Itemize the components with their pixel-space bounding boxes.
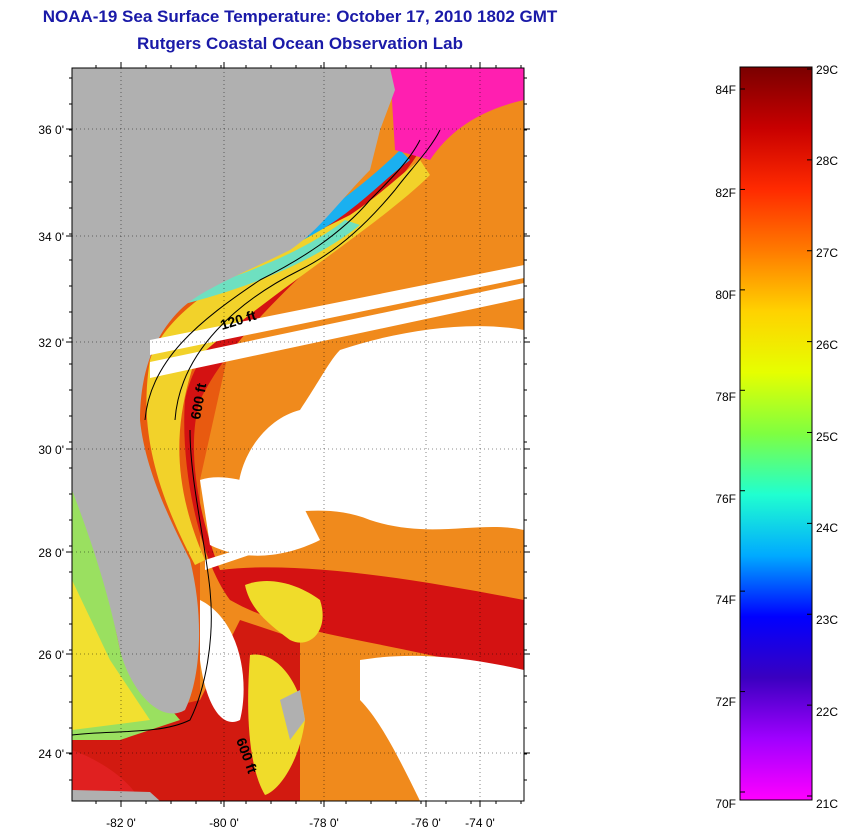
lat-tick-label: 24 0' [38, 747, 64, 761]
fahrenheit-label: 70F [715, 797, 736, 811]
cold-water-north [390, 68, 524, 160]
celsius-label: 22C [816, 705, 838, 719]
sst-map: 120 ft 600 ft 600 ft 36 0' 34 0' 32 0' 3… [38, 62, 530, 830]
lat-tick-label: 32 0' [38, 336, 64, 350]
map-title: NOAA-19 Sea Surface Temperature: October… [42, 7, 558, 26]
isobath-contour [174, 129, 441, 421]
cloud-cover [72, 750, 140, 801]
lon-tick-label: -76 0' [411, 816, 441, 830]
isobath-contour [144, 139, 421, 421]
lat-tick-label: 34 0' [38, 230, 64, 244]
fahrenheit-label: 80F [715, 288, 736, 302]
latitude-labels: 36 0' 34 0' 32 0' 30 0' 28 0' 26 0' 24 0… [38, 123, 64, 761]
isobath-label: 600 ft [187, 381, 209, 420]
celsius-label: 24C [816, 521, 838, 535]
fahrenheit-label: 82F [715, 186, 736, 200]
land-mass-cuba [72, 790, 160, 801]
celsius-label: 21C [816, 797, 838, 811]
swath-gap [150, 265, 524, 355]
cloud-cover [360, 655, 524, 801]
lat-tick-label: 36 0' [38, 123, 64, 137]
lat-tick-label: 28 0' [38, 546, 64, 560]
fahrenheit-label: 84F [715, 83, 736, 97]
fahrenheit-label: 76F [715, 492, 736, 506]
florida-straits-water [72, 620, 300, 801]
swath-gap [205, 530, 300, 570]
temperature-colorbar: 84F 82F 80F 78F 76F 74F 72F 70F 29C 28C … [715, 63, 838, 811]
fahrenheit-label: 78F [715, 390, 736, 404]
fahrenheit-label: 72F [715, 695, 736, 709]
gulf-coastal-yellow [72, 580, 150, 730]
map-subtitle: Rutgers Coastal Ocean Observation Lab [137, 34, 463, 53]
colorbar-ticks [740, 68, 812, 797]
celsius-label: 27C [816, 246, 838, 260]
lat-tick-label: 30 0' [38, 443, 64, 457]
lon-tick-label: -74 0' [465, 816, 495, 830]
celsius-label: 23C [816, 613, 838, 627]
isobath-contour [72, 429, 212, 736]
map-frame [71, 67, 525, 802]
lat-tick-label: 26 0' [38, 648, 64, 662]
lon-tick-label: -80 0' [209, 816, 239, 830]
lon-tick-label: -82 0' [106, 816, 136, 830]
bahamas-banks [248, 654, 305, 795]
coastal-teal-band [175, 220, 360, 305]
longitude-labels: -82 0' -80 0' -78 0' -76 0' -74 0' [106, 816, 495, 830]
celsius-label: 25C [816, 430, 838, 444]
fahrenheit-labels: 84F 82F 80F 78F 76F 74F 72F 70F [715, 83, 736, 811]
lon-tick-label: -78 0' [309, 816, 339, 830]
celsius-labels: 29C 28C 27C 26C 25C 24C 23C 22C 21C [816, 63, 838, 811]
graticule [66, 62, 530, 807]
swath-gap [150, 283, 524, 378]
celsius-label: 28C [816, 154, 838, 168]
colorbar-scale [739, 66, 813, 801]
gulf-stream [184, 140, 524, 680]
land-mass-andros [280, 690, 305, 740]
cloud-cover [238, 326, 524, 530]
bahamas-banks [245, 580, 323, 643]
celsius-label: 29C [816, 63, 838, 77]
fahrenheit-label: 74F [715, 593, 736, 607]
celsius-label: 26C [816, 338, 838, 352]
